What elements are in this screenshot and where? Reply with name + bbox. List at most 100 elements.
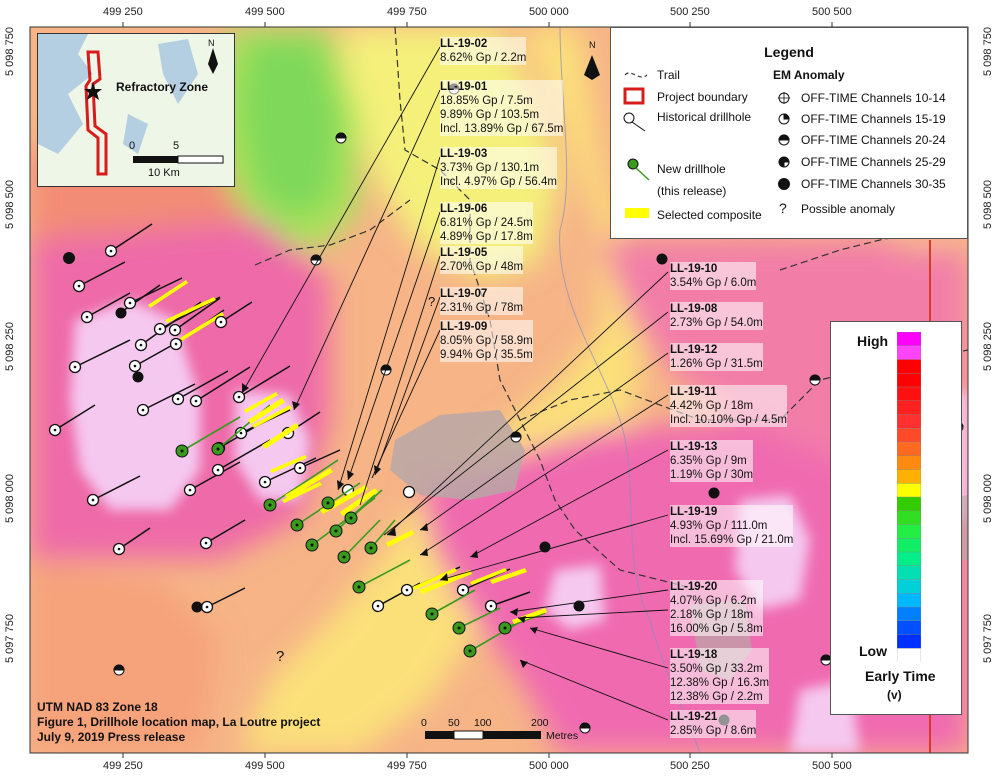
ramp-swatch xyxy=(897,565,921,581)
drillhole-result: Incl. 4.97% Gp / 56.4m xyxy=(440,175,557,189)
y-coord-label: 5 098 000 xyxy=(982,474,994,523)
ramp-swatch xyxy=(897,524,921,539)
ramp-swatch xyxy=(897,373,921,388)
legend-title: Legend xyxy=(764,44,814,60)
channel-25-29-icon xyxy=(778,156,790,168)
ramp-swatches xyxy=(897,332,921,662)
drillhole-result: 4.42% Gp / 18m xyxy=(670,399,787,413)
ramp-swatch xyxy=(897,538,921,553)
x-coord-label: 499 250 xyxy=(103,760,143,772)
inset-scale-unit: 10 Km xyxy=(148,167,180,179)
drillhole-id: LL-19-02 xyxy=(440,37,527,51)
callout-leaders xyxy=(241,46,669,721)
color-ramp-legend: High Low Early Time (v) xyxy=(830,321,962,715)
drillhole-callout: LL-19-13 6.35% Gp / 9m 1.19% Gp / 30m xyxy=(670,440,754,482)
legend-composite-label: Selected composite xyxy=(657,208,762,222)
drillhole-result: 1.26% Gp / 31.5m xyxy=(670,357,763,371)
north-label: N xyxy=(589,40,596,50)
map-caption: UTM NAD 83 Zone 18 Figure 1, Drillhole l… xyxy=(37,700,320,745)
y-coord-label: 5 098 750 xyxy=(982,27,994,76)
drillhole-callout: LL-19-08 2.73% Gp / 54.0m xyxy=(670,302,763,330)
ramp-swatch xyxy=(897,400,921,416)
ramp-unit: (v) xyxy=(887,688,902,702)
ramp-swatch xyxy=(897,606,921,622)
drillhole-result: 12.38% Gp / 16.3m xyxy=(670,676,770,690)
drillhole-result: 4.93% Gp / 111.0m xyxy=(670,519,794,533)
ramp-low-label: Low xyxy=(859,643,887,659)
y-coord-label: 5 098 000 xyxy=(4,474,16,523)
scale-tick: 200 xyxy=(531,717,549,729)
ramp-swatch xyxy=(897,510,921,526)
drillhole-id: LL-19-21 xyxy=(670,710,757,724)
historical-drillholes xyxy=(48,223,531,614)
y-coord-label: 5 098 250 xyxy=(4,322,16,371)
drillhole-result: 6.81% Gp / 24.5m xyxy=(440,216,533,230)
ramp-swatch xyxy=(897,469,921,484)
ramp-swatch xyxy=(897,345,921,361)
x-coord-label: 500 000 xyxy=(529,760,569,772)
channel-30-35-icon xyxy=(778,178,790,190)
y-coord-label: 5 098 500 xyxy=(982,180,994,229)
legend-trail-label: Trail xyxy=(657,68,680,82)
drillhole-callout: LL-19-05 2.70% Gp / 48m xyxy=(440,246,524,274)
legend-historical-label: Historical drillhole xyxy=(657,110,752,124)
x-coord-label: 500 500 xyxy=(812,6,852,18)
drillhole-callout: LL-19-02 8.62% Gp / 2.2m xyxy=(440,37,527,65)
drillhole-result: 3.50% Gp / 33.2m xyxy=(670,662,770,676)
drillhole-callout: LL-19-11 4.42% Gp / 18m Incl. 10.10% Gp / … xyxy=(670,385,787,427)
drillhole-result: 2.31% Gp / 78m xyxy=(440,301,524,315)
ramp-swatch xyxy=(897,634,921,649)
inset-north-label: N xyxy=(208,38,215,48)
legend-boundary-label: Project boundary xyxy=(657,90,748,104)
legend-em-title: EM Anomaly xyxy=(773,68,845,82)
legend-new-drillhole-label: New drillhole xyxy=(657,162,726,176)
inset-zone-label: Refractory Zone xyxy=(116,80,209,94)
question-mark-icon: ? xyxy=(779,200,787,216)
x-coord-label: 499 750 xyxy=(387,760,427,772)
drillhole-callout: LL-19-01 18.85% Gp / 7.5m 9.89% Gp / 103.5… xyxy=(440,80,564,136)
drillhole-result: 4.89% Gp / 17.8m xyxy=(440,230,533,244)
drillhole-result: 6.35% Gp / 9m xyxy=(670,454,754,468)
channel-20-24-icon xyxy=(778,134,790,146)
drillhole-callout: LL-19-12 1.26% Gp / 31.5m xyxy=(670,343,763,371)
drillhole-result: 3.54% Gp / 6.0m xyxy=(670,276,757,290)
x-coord-label: 500 000 xyxy=(529,6,569,18)
ramp-swatch xyxy=(897,620,921,636)
inset-scale-tick: 5 xyxy=(173,140,180,152)
trail-icon xyxy=(624,72,648,78)
x-coord-label: 499 250 xyxy=(103,6,143,18)
drillhole-result: 8.05% Gp / 58.9m xyxy=(440,334,533,348)
drillhole-callout: LL-19-20 4.07% Gp / 6.2m 2.18% Gp / 18m 16.… xyxy=(670,580,763,636)
ramp-swatch xyxy=(897,579,921,594)
drillhole-id: LL-19-12 xyxy=(670,343,763,357)
drillhole-result: 2.73% Gp / 54.0m xyxy=(670,316,763,330)
drillhole-result: 9.94% Gp / 35.5m xyxy=(440,348,533,362)
scale-unit: Metres xyxy=(546,730,579,742)
drillhole-result: 2.85% Gp / 8.6m xyxy=(670,724,757,738)
drillhole-result: Incl. 10.10% Gp / 4.5m xyxy=(670,413,787,427)
ramp-swatch xyxy=(897,483,921,498)
location-inset-map: Refractory Zone 0 5 10 Km N xyxy=(37,33,235,187)
x-coord-label: 500 500 xyxy=(812,760,852,772)
drillhole-id: LL-19-06 xyxy=(440,202,533,216)
drillhole-result: Incl. 15.69% Gp / 21.0m xyxy=(670,533,794,547)
drillhole-id: LL-19-08 xyxy=(670,302,763,316)
ramp-swatch xyxy=(897,386,921,402)
x-coord-label: 500 250 xyxy=(670,6,710,18)
ramp-swatch xyxy=(897,428,921,443)
x-coord-label: 499 750 xyxy=(387,6,427,18)
ramp-title: Early Time xyxy=(865,668,936,684)
drillhole-id: LL-19-19 xyxy=(670,505,794,519)
drillhole-callout: LL-19-21 2.85% Gp / 8.6m xyxy=(670,710,757,738)
drillhole-result: 9.89% Gp / 103.5m xyxy=(440,108,564,122)
scale-tick: 50 xyxy=(448,717,460,729)
channel-15-19-icon xyxy=(778,113,790,125)
possible-anomaly-mark: ? xyxy=(428,294,436,309)
drillhole-result: 16.00% Gp / 5.8m xyxy=(670,622,763,636)
x-coord-label: 500 250 xyxy=(670,760,710,772)
selected-composite-icon xyxy=(625,208,649,218)
drillhole-callout: LL-19-10 3.54% Gp / 6.0m xyxy=(670,262,757,290)
caption-line: Figure 1, Drillhole location map, La Lou… xyxy=(37,715,321,729)
ramp-swatch xyxy=(897,551,921,567)
y-coord-label: 5 098 500 xyxy=(4,180,16,229)
